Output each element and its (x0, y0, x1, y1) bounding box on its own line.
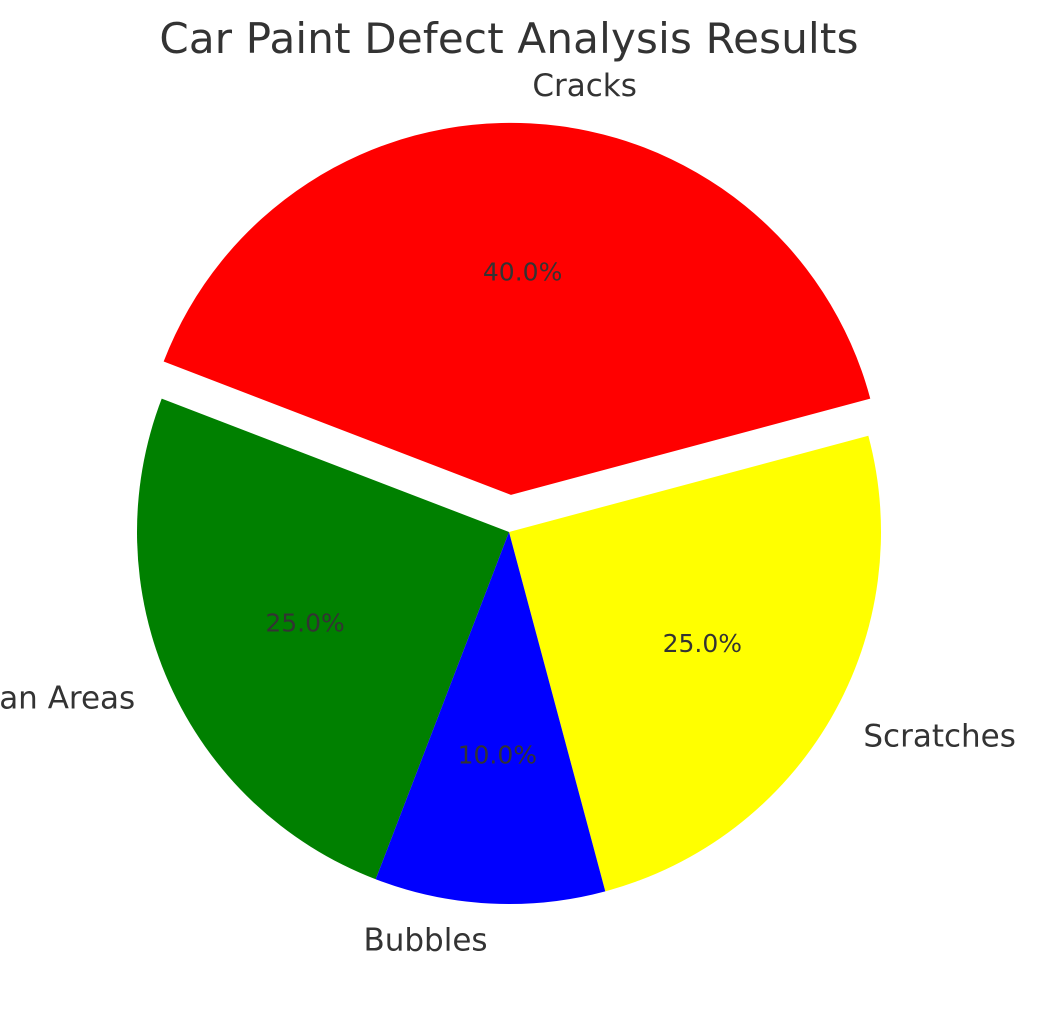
pie-category-label: Bubbles (363, 923, 487, 959)
chart-title: Car Paint Defect Analysis Results (159, 14, 859, 63)
pie-percent-label: 25.0% (663, 629, 742, 658)
pie-slice-cracks (163, 122, 871, 495)
pie-slice-bubbles (375, 532, 606, 904)
pie-percent-label: 25.0% (265, 608, 344, 637)
pie-labels: 25.0% Scratches 40.0% Cracks 25.0% Clean Area… (0, 68, 1016, 958)
pie-category-label: Clean Areas (0, 680, 135, 716)
pie-category-label: Scratches (863, 719, 1016, 755)
pie-percent-label: 40.0% (483, 257, 562, 286)
pie-category-label: Cracks (532, 68, 637, 104)
pie-percent-label: 10.0% (458, 740, 537, 769)
pie-slices (137, 122, 881, 904)
pie-slice-clean-areas (137, 398, 509, 880)
pie-slice-scratches (509, 435, 881, 892)
